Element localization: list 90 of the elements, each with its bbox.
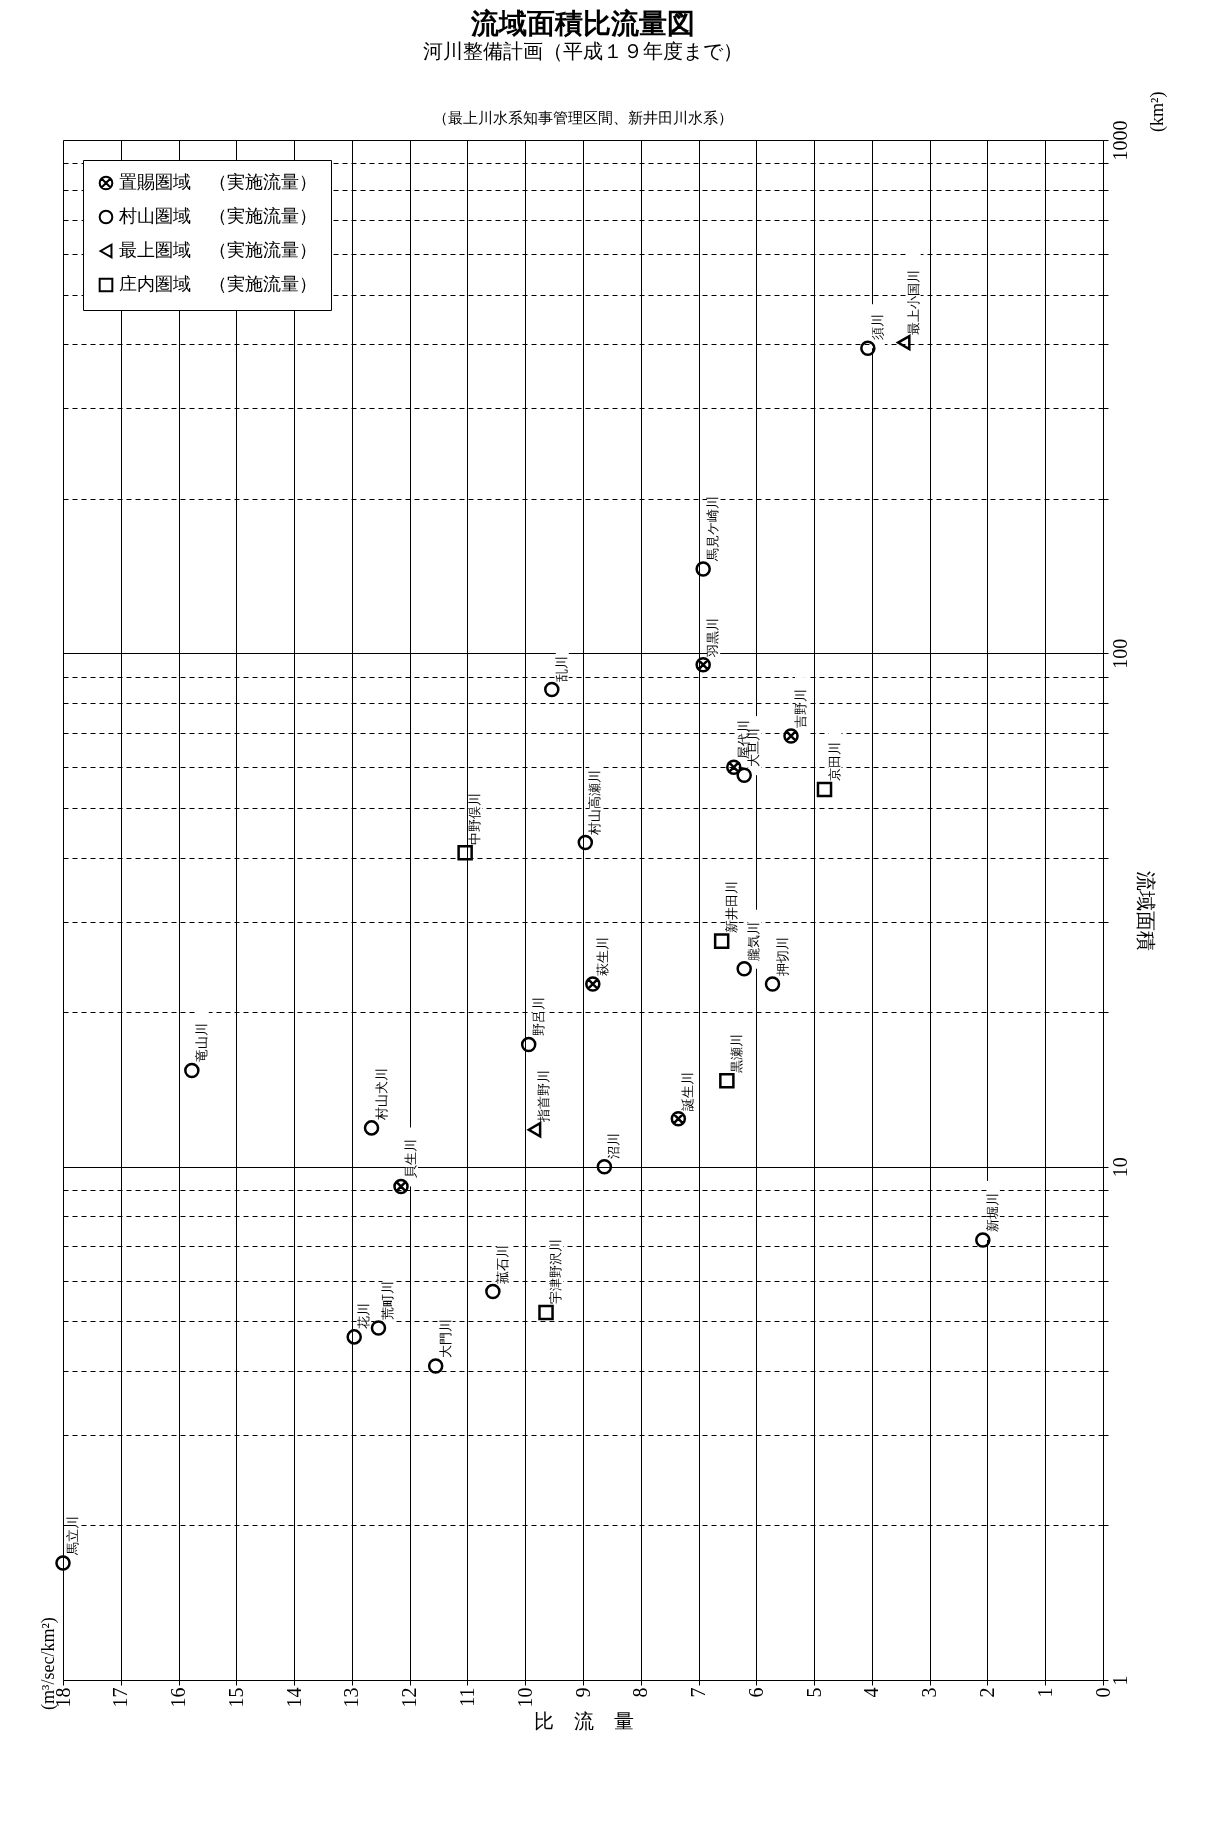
annotation: 羽黒川: [705, 617, 721, 658]
text: （最上川水系知事管理区間、新井田川水系）: [433, 110, 733, 126]
annotation: 最上小国川: [905, 269, 921, 335]
y-tick-label: 1: [1108, 1675, 1131, 1686]
y-tick-label: 100: [1108, 638, 1131, 669]
annotation: 朧気川: [746, 921, 762, 961]
point: [764, 976, 781, 992]
x-tick-label: 6: [744, 1687, 767, 1698]
x-tick-label: 0: [1091, 1687, 1114, 1698]
point: [427, 1358, 444, 1374]
y-tick-label: 10: [1108, 1157, 1131, 1178]
annotation: 中野俣川: [467, 792, 483, 845]
x-tick-label: 7: [687, 1687, 710, 1698]
annotation: 新井田川: [723, 881, 739, 934]
x-tick-label: 15: [224, 1687, 247, 1708]
x-tick-label: 16: [167, 1687, 190, 1708]
point: [585, 976, 601, 992]
x-tick-label: 17: [109, 1687, 132, 1708]
point: [346, 1329, 362, 1345]
chart-subtitle: 河川整備計画（平成１９年度まで）: [423, 39, 743, 62]
point: [695, 561, 711, 577]
annotation: 村山高瀬川: [587, 769, 603, 836]
x-tick-label: 10: [513, 1687, 536, 1708]
annotation: 乱川: [553, 655, 569, 682]
point: [363, 1120, 380, 1136]
annotation: 馬立川: [65, 1516, 80, 1557]
x-tick-label: 9: [571, 1687, 594, 1698]
annotation: 馬見ケ崎川: [705, 495, 721, 562]
y-tick-label: 1000: [1108, 120, 1131, 161]
chart-title: 流域面積比流量図: [470, 7, 695, 39]
point: [485, 1283, 501, 1300]
point: [527, 1122, 542, 1138]
x-tick-label: 2: [975, 1687, 998, 1698]
point: [816, 781, 833, 798]
legend-label: 最上圏域 （実施流量）: [119, 240, 317, 260]
point: [457, 844, 473, 861]
annotation: 新堀川: [984, 1192, 1000, 1232]
annotation: 吉野川: [793, 689, 808, 729]
x-tick-label: 13: [340, 1687, 363, 1708]
point: [975, 1232, 991, 1248]
legend-label: 庄内圏域 （実施流量）: [119, 274, 317, 294]
point: [695, 657, 711, 673]
point: [55, 1555, 71, 1571]
annotation: 誕生川: [680, 1071, 696, 1111]
point: [719, 1073, 735, 1089]
x-tick-label: 4: [860, 1687, 883, 1698]
legend-label: 置賜圏域 （実施流量）: [119, 172, 317, 192]
legend-label: 村山圏域 （実施流量）: [118, 206, 317, 226]
point: [726, 759, 742, 775]
point: [896, 334, 911, 351]
text: (km²): [1147, 91, 1168, 132]
point: [544, 681, 560, 698]
point: [393, 1178, 409, 1195]
point: [713, 933, 730, 949]
annotation: 大門川: [437, 1318, 453, 1358]
x-tick-label: 8: [629, 1687, 652, 1698]
point: [736, 960, 752, 977]
annotation: 京田川: [826, 742, 842, 782]
x-tick-label: 3: [918, 1687, 941, 1698]
annotation: 指首野川: [536, 1069, 552, 1123]
annotation: 菰石川: [494, 1244, 510, 1284]
x-tick-label: 11: [455, 1687, 478, 1707]
point: [577, 834, 594, 851]
x-axis-title: 比 流 量: [533, 1709, 634, 1732]
point: [670, 1110, 687, 1127]
x-tick-label: 5: [802, 1687, 825, 1698]
y-axis-title: 流域面積: [1134, 870, 1157, 951]
x-tick-label: 14: [282, 1687, 305, 1708]
annotation: 貝生川: [403, 1139, 418, 1179]
annotation: 萩生川: [594, 936, 610, 976]
point: [520, 1036, 537, 1053]
point: [596, 1158, 613, 1175]
annotation: 荒町川: [380, 1280, 396, 1320]
point: [370, 1320, 387, 1336]
annotation: 花川: [356, 1302, 372, 1329]
x-tick-label: 1: [1033, 1687, 1056, 1698]
annotation: 村山犬川: [373, 1067, 389, 1121]
annotation: 宇津野沢川: [548, 1239, 564, 1305]
annotation: 押切川: [774, 936, 790, 976]
annotation: 須川: [869, 314, 885, 341]
annotation: 野呂川: [530, 997, 546, 1037]
point: [184, 1062, 200, 1079]
x-tick-label: 12: [398, 1687, 421, 1708]
annotation: 黒瀬川: [728, 1033, 744, 1073]
point: [783, 728, 799, 744]
annotation: 沼川: [606, 1132, 622, 1159]
point: [736, 767, 752, 783]
point: [538, 1304, 554, 1321]
point: [860, 340, 876, 356]
annotation: 竜山川: [193, 1023, 209, 1063]
